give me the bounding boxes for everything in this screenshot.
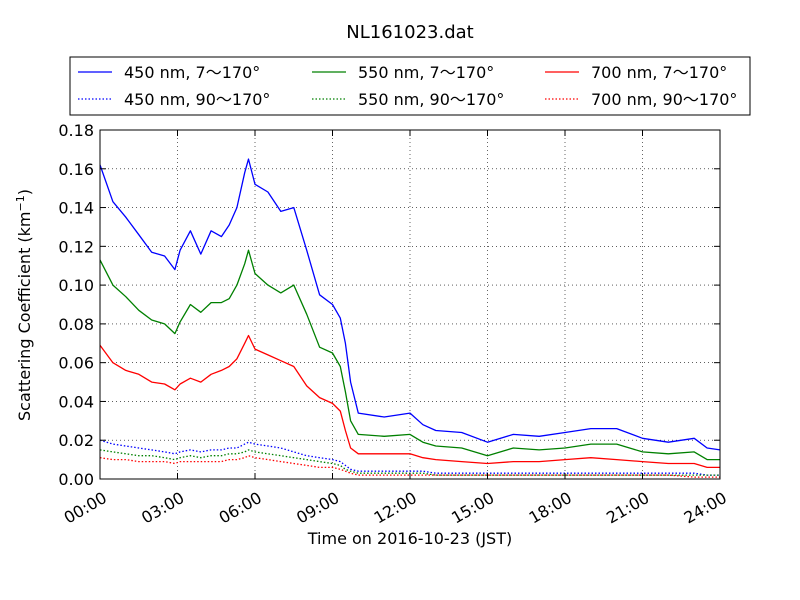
y-tick-label: 0.00 xyxy=(58,470,94,489)
legend-label: 450 nm, 7～170° xyxy=(124,63,260,82)
series-line xyxy=(99,249,720,461)
y-axis-label: Scattering Coefficient (km−1) xyxy=(14,189,34,421)
series-line xyxy=(99,449,720,476)
series-line xyxy=(99,158,721,451)
y-tick-label: 0.02 xyxy=(58,431,94,450)
series-line xyxy=(99,334,720,469)
y-axis-label-superscript: −1 xyxy=(14,195,27,211)
legend-label: 550 nm, 90～170° xyxy=(358,90,504,109)
legend-label: 550 nm, 7～170° xyxy=(358,63,494,82)
x-axis-label: Time on 2016-10-23 (JST) xyxy=(307,529,512,548)
y-tick-label: 0.12 xyxy=(58,237,94,256)
y-tick-label: 0.08 xyxy=(58,315,94,334)
y-tick-label: 0.10 xyxy=(58,276,94,295)
y-axis-label-main: Scattering Coefficient (km xyxy=(15,211,34,421)
chart-title: NL161023.dat xyxy=(346,22,473,43)
series-group xyxy=(99,158,721,478)
legend-label: 700 nm, 7～170° xyxy=(591,63,727,82)
y-axis-label-end: ) xyxy=(15,189,34,195)
y-tick-label: 0.16 xyxy=(58,160,94,179)
y-tick-label: 0.18 xyxy=(58,121,94,140)
y-tick-label: 0.14 xyxy=(58,199,94,218)
legend: 450 nm, 7～170° 550 nm, 7～170° 700 nm, 7～17… xyxy=(69,56,751,116)
legend-label: 700 nm, 90～170° xyxy=(591,90,737,109)
series-line xyxy=(99,439,720,476)
y-tick-label: 0.04 xyxy=(58,392,94,411)
series-line xyxy=(99,455,720,478)
legend-frame xyxy=(69,56,751,116)
legend-label: 450 nm, 90～170° xyxy=(124,90,270,109)
y-tick-label: 0.06 xyxy=(58,354,94,373)
